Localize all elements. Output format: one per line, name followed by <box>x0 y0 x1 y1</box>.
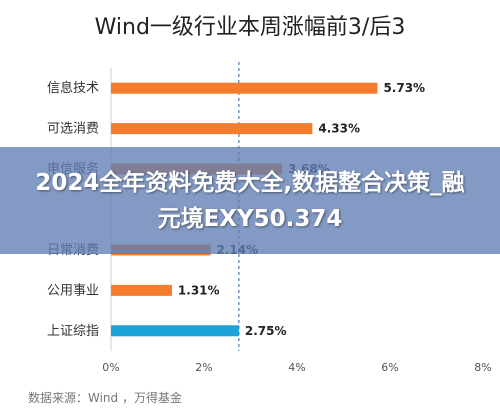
category-label: 上证综指 <box>47 324 99 339</box>
category-label: 公用事业 <box>47 283 99 298</box>
x-tick-label: 2% <box>195 361 212 374</box>
bar <box>111 284 172 296</box>
value-label: 5.73% <box>383 81 425 95</box>
banner-overlay: 2024全年资料免费大全,数据整合决策_融元境EXY50.374 <box>0 147 500 254</box>
bar <box>111 123 313 135</box>
x-tick-label: 0% <box>102 361 119 374</box>
x-tick-label: 8% <box>474 361 491 374</box>
value-label: 4.33% <box>318 122 360 136</box>
category-label: 可选消费 <box>47 122 99 137</box>
value-label: 2.75% <box>245 324 287 338</box>
value-label: 1.31% <box>178 283 220 297</box>
chart-source: 数据来源：Wind ，万得基金 <box>28 390 182 405</box>
category-label: 信息技术 <box>47 80 99 96</box>
bar <box>111 325 239 337</box>
chart-title: Wind一级行业本周涨幅前3/后3 <box>95 15 406 40</box>
x-tick-label: 4% <box>288 361 305 374</box>
x-tick-label: 6% <box>381 361 398 374</box>
banner-text: 2024全年资料免费大全,数据整合决策_融元境EXY50.374 <box>35 169 465 232</box>
bar <box>111 82 378 94</box>
